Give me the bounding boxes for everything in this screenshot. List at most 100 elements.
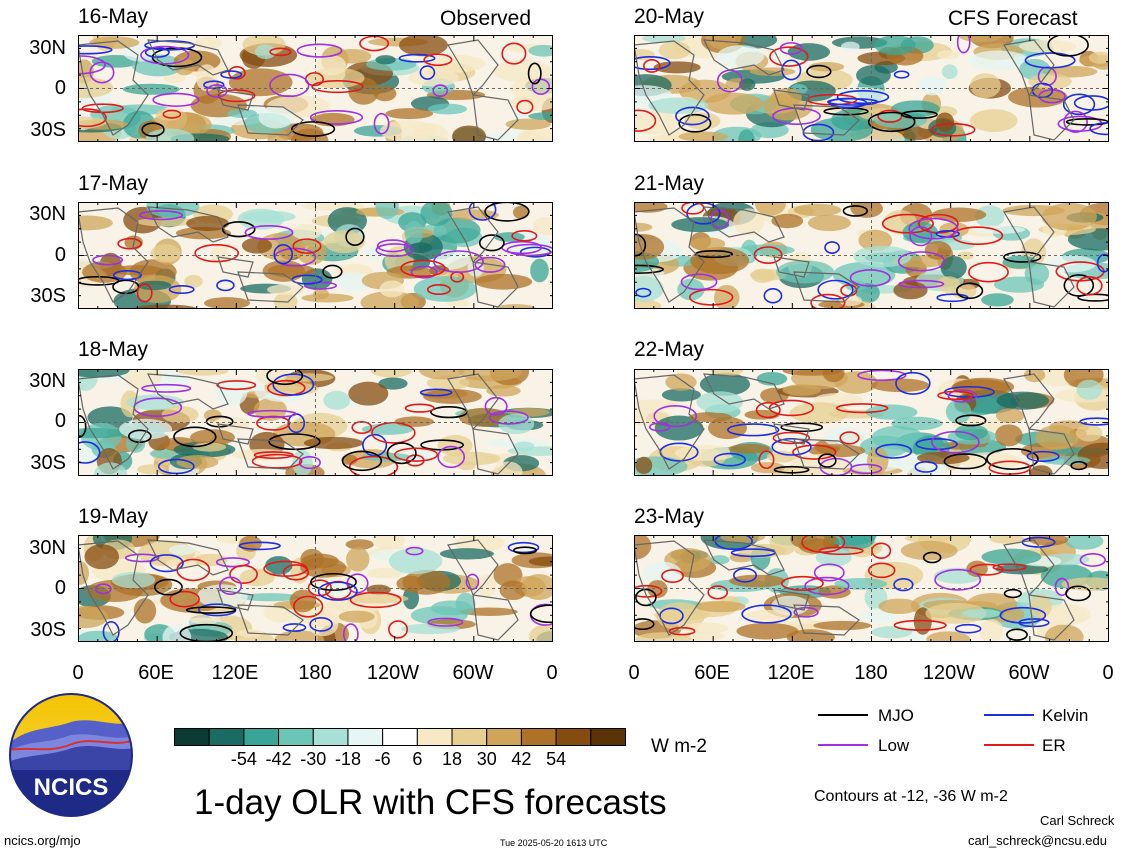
- olr-anomaly-blob: [634, 535, 652, 560]
- olr-anomaly-blob: [267, 284, 306, 296]
- date-label-forecast-2: 21-May: [634, 172, 705, 195]
- lat-label-0: 0: [54, 577, 66, 599]
- ncics-logo: NCICS: [8, 692, 134, 818]
- wave-contour: [136, 283, 153, 303]
- colorbar-tick-label: 42: [511, 749, 532, 769]
- olr-anomaly-blob: [241, 237, 273, 254]
- olr-anomaly-blob: [126, 394, 184, 411]
- olr-anomaly-blob: [905, 535, 951, 543]
- wave-contour: [818, 546, 864, 556]
- continent-outline: [237, 271, 304, 303]
- wave-contour: [1006, 628, 1028, 641]
- legend-line-mjo: [818, 714, 868, 716]
- wave-contour: [423, 53, 453, 67]
- wave-contour: [484, 396, 508, 416]
- olr-anomaly-blob: [291, 224, 322, 240]
- lon-label-60e: 60E: [138, 662, 174, 684]
- wave-contour: [78, 441, 101, 464]
- colorbar-tick-label: -42: [265, 749, 292, 769]
- wave-contour: [362, 433, 388, 457]
- lon-label-60w: 60W: [1008, 662, 1050, 684]
- olr-anomaly-blob: [744, 409, 780, 420]
- legend-label-mjo: MJO: [878, 706, 914, 725]
- wave-contour: [266, 379, 306, 397]
- olr-anomaly-blob: [931, 207, 987, 223]
- olr-anomaly-blob: [970, 109, 1018, 133]
- olr-anomaly-blob: [396, 575, 425, 592]
- olr-anomaly-blob: [716, 45, 765, 68]
- wave-contour: [828, 97, 868, 109]
- wave-contour: [273, 243, 294, 265]
- olr-anomaly-blob: [361, 423, 414, 435]
- olr-anomaly-blob: [528, 556, 553, 567]
- olr-anomaly-blob: [665, 373, 697, 391]
- continent-outline: [793, 104, 860, 136]
- wave-contour: [758, 450, 775, 470]
- olr-anomaly-blob: [192, 442, 227, 452]
- wave-contour: [930, 122, 976, 137]
- continent-outline: [1028, 94, 1075, 141]
- wave-contour: [634, 55, 671, 71]
- olr-anomaly-blob: [926, 631, 971, 642]
- wave-contour: [955, 282, 984, 300]
- olr-anomaly-blob: [935, 112, 955, 132]
- wave-contour: [219, 576, 243, 596]
- wave-contour: [168, 285, 195, 294]
- map-panel-observed-2: [78, 202, 553, 309]
- olr-anomaly-blob: [227, 109, 258, 118]
- continent-outline: [237, 438, 304, 470]
- olr-anomaly-blob: [1076, 379, 1103, 400]
- map-panel-forecast-3: [634, 369, 1109, 476]
- wave-contour: [310, 572, 357, 591]
- olr-anomaly-blob: [360, 291, 420, 309]
- olr-anomaly-blob: [439, 548, 494, 560]
- continent-outline: [447, 39, 499, 97]
- colorbar-swatch: [520, 728, 557, 746]
- olr-anomaly-blob: [1029, 593, 1052, 619]
- colorbar-tick-label: -30: [300, 749, 327, 769]
- wave-contour: [675, 106, 710, 126]
- wave-contour: [772, 431, 811, 445]
- wave-contour: [947, 389, 978, 403]
- olr-anomaly-blob: [530, 258, 549, 283]
- wave-contour: [220, 70, 243, 79]
- wave-contour: [102, 620, 120, 642]
- olr-anomaly-blob: [253, 398, 287, 421]
- olr-anomaly-blob: [813, 620, 872, 631]
- olr-anomaly-blob: [728, 443, 770, 454]
- olr-anomaly-blob: [787, 43, 831, 61]
- olr-anomaly-blob: [738, 129, 755, 142]
- olr-anomaly-blob: [924, 240, 952, 260]
- olr-anomaly-blob: [378, 377, 408, 390]
- wave-contour: [1079, 417, 1109, 426]
- wave-contour: [900, 110, 938, 119]
- wave-contour: [272, 373, 315, 396]
- olr-anomaly-blob: [409, 242, 433, 253]
- olr-anomaly-blob: [404, 221, 424, 245]
- continent-outline: [1003, 206, 1055, 264]
- wave-contour: [893, 578, 914, 592]
- wave-contour: [194, 244, 240, 263]
- wave-contour: [634, 109, 657, 132]
- wave-contour: [92, 254, 124, 266]
- wave-contour: [893, 70, 910, 79]
- wave-contour: [117, 237, 142, 250]
- lat-label-30s: 30S: [30, 619, 66, 641]
- olr-anomaly-blob: [658, 41, 691, 60]
- wave-contour: [1073, 95, 1109, 111]
- olr-anomaly-blob: [688, 412, 732, 423]
- wave-contour: [375, 243, 414, 257]
- wave-contour: [1054, 577, 1070, 596]
- olr-anomaly-blob: [420, 202, 453, 226]
- olr-anomaly-blob: [745, 609, 794, 621]
- olr-anomaly-blob: [137, 280, 172, 291]
- colorbar-swatch: [590, 728, 626, 746]
- olr-anomaly-blob: [385, 108, 434, 120]
- legend-line-er: [984, 744, 1034, 746]
- colorbar-tick-label: -6: [374, 749, 391, 769]
- olr-anomaly-blob: [133, 304, 198, 309]
- continent-outline: [146, 39, 229, 76]
- olr-anomaly-blob: [494, 304, 537, 309]
- map-panel-forecast-1: [634, 35, 1109, 142]
- wave-contour: [419, 388, 453, 397]
